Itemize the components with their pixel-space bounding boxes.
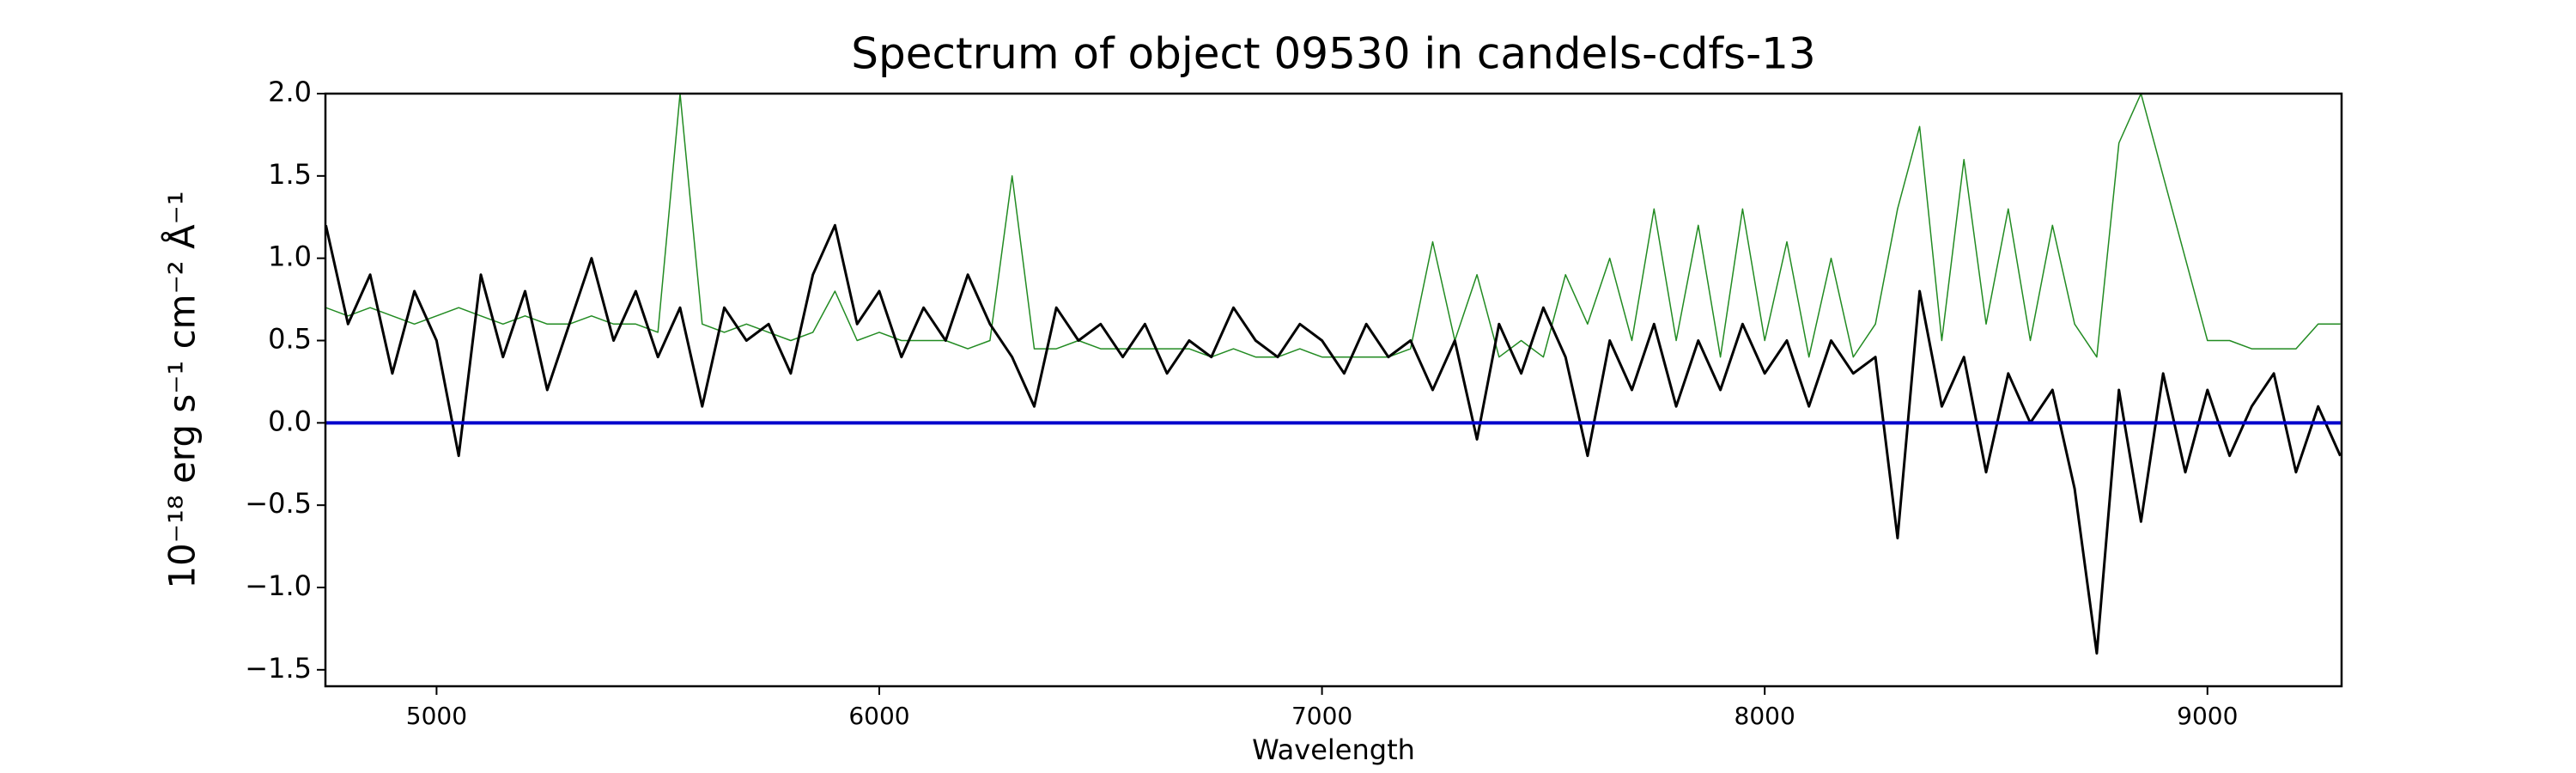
y-tick-label: 0.0 [268,405,312,437]
y-tick-label: −1.0 [245,569,312,602]
x-tick-label: 5000 [406,702,467,730]
y-axis-label: 10⁻¹⁸ erg s⁻¹ cm⁻² Å⁻¹ [161,191,204,588]
y-tick-label: 2.0 [268,76,312,108]
chart-title: Spectrum of object 09530 in candels-cdfs… [851,29,1816,79]
axes-frame [324,92,2343,688]
x-tick-label: 6000 [848,702,909,730]
y-tick-label: 1.0 [268,240,312,273]
x-tick-label: 9000 [2177,702,2238,730]
plot-area [325,94,2342,655]
x-tick-label: 8000 [1735,702,1795,730]
y-tick-label: 1.5 [268,158,312,191]
y-tick-label: 0.5 [268,323,312,356]
x-tick-label: 7000 [1291,702,1352,730]
spectrum-line [325,223,2342,655]
y-tick-label: −0.5 [245,487,312,520]
x-axis-label: Wavelength [1252,733,1415,766]
y-tick-label: −1.5 [245,652,312,685]
spectrum-line [325,94,2341,358]
